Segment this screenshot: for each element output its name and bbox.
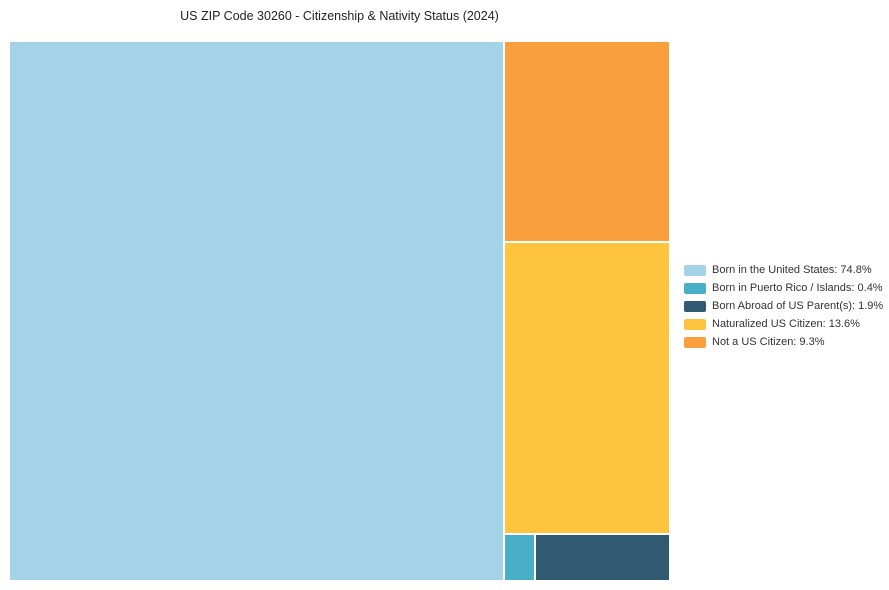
- treemap: [10, 42, 669, 580]
- legend-item-not-a-us-citizen[interactable]: Not a US Citizen: 9.3%: [684, 337, 883, 348]
- chart-title: US ZIP Code 30260 - Citizenship & Nativi…: [180, 9, 499, 23]
- legend-item-born-abroad-of-us-parent-s[interactable]: Born Abroad of US Parent(s): 1.9%: [684, 301, 883, 312]
- legend-label: Born Abroad of US Parent(s): 1.9%: [712, 300, 884, 312]
- legend-label: Born in Puerto Rico / Islands: 0.4%: [712, 282, 883, 294]
- legend: Born in the United States: 74.8% Born in …: [684, 265, 883, 348]
- legend-label: Not a US Citizen: 9.3%: [712, 336, 825, 348]
- treemap-node-not-a-us-citizen[interactable]: [505, 42, 669, 241]
- legend-swatch: [684, 283, 706, 294]
- legend-swatch: [684, 319, 706, 330]
- legend-item-born-in-the-united-states[interactable]: Born in the United States: 74.8%: [684, 265, 883, 276]
- treemap-node-naturalized-us-citizen[interactable]: [505, 243, 669, 533]
- legend-swatch: [684, 265, 706, 276]
- treemap-node-born-in-puerto-rico-islands[interactable]: [505, 535, 534, 580]
- treemap-node-born-abroad-of-us-parent-s[interactable]: [536, 535, 669, 580]
- legend-label: Naturalized US Citizen: 13.6%: [712, 318, 860, 330]
- legend-label: Born in the United States: 74.8%: [712, 264, 872, 276]
- legend-swatch: [684, 337, 706, 348]
- legend-item-naturalized-us-citizen[interactable]: Naturalized US Citizen: 13.6%: [684, 319, 883, 330]
- legend-swatch: [684, 301, 706, 312]
- treemap-node-born-in-the-united-states[interactable]: [10, 42, 503, 580]
- legend-item-born-in-puerto-rico-islands[interactable]: Born in Puerto Rico / Islands: 0.4%: [684, 283, 883, 294]
